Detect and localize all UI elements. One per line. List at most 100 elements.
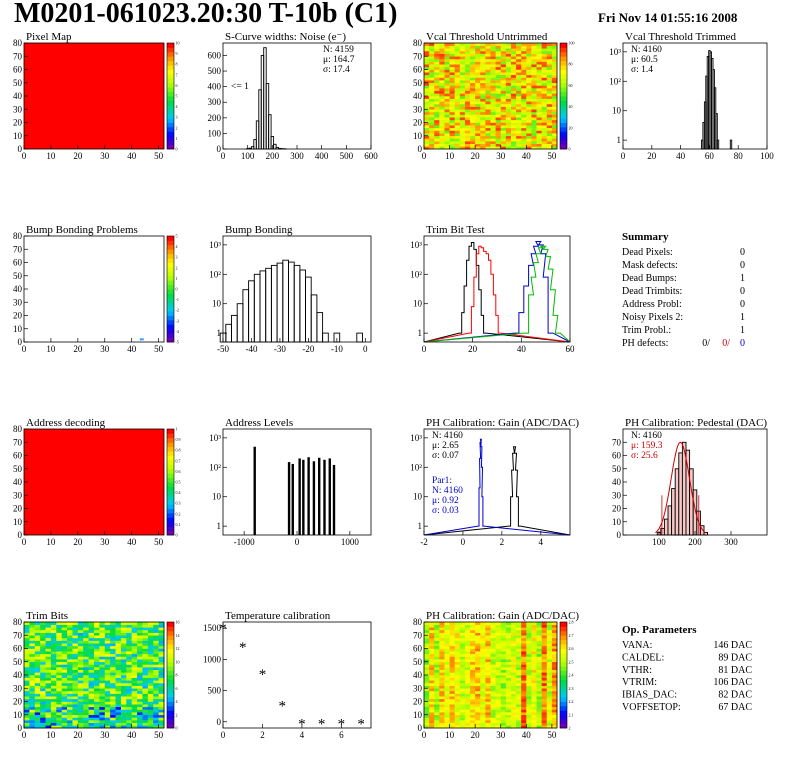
heatmap-cell [56, 725, 62, 729]
y-tick-label: 20 [413, 697, 423, 707]
heatmap-cell [88, 659, 95, 663]
heatmap-cell [94, 682, 100, 686]
heatmap-cell [485, 693, 491, 697]
heatmap-cell [480, 659, 486, 663]
heatmap-cell [531, 77, 537, 81]
heatmap-cell [464, 53, 471, 57]
heatmap-cell [99, 675, 106, 678]
colorbar-tick-label: 1 [176, 427, 178, 432]
heatmap-cell [551, 629, 558, 633]
heatmap-cell [475, 725, 481, 729]
heatmap-cell [153, 661, 159, 665]
heatmap-cell [536, 675, 542, 678]
heatmap-cell [541, 125, 548, 129]
heatmap-cell [434, 664, 440, 668]
colorbar-segment [167, 140, 174, 145]
heatmap-cell [94, 698, 100, 702]
heatmap-cell [541, 93, 548, 97]
heatmap-cell [546, 712, 553, 716]
heatmap-cell [67, 629, 73, 633]
y-tick-label: 40 [612, 477, 622, 487]
heatmap-cell [475, 114, 481, 118]
x-tick-label: 10 [46, 151, 56, 161]
heatmap-cell [77, 712, 84, 716]
heatmap-cell [439, 656, 445, 660]
heatmap-cell [72, 645, 79, 649]
heatmap-cell [153, 624, 159, 628]
heatmap-cell [541, 637, 548, 641]
heatmap-cell [541, 672, 548, 676]
colorbar-tick-label: 60 [569, 83, 573, 88]
heatmap-cell [541, 80, 548, 84]
heatmap-cell [475, 637, 481, 641]
heatmap-cell [510, 66, 517, 70]
heatmap-cell [429, 643, 435, 647]
heatmap-cell [459, 43, 466, 46]
heatmap-cell [475, 624, 481, 628]
heatmap-cell [464, 645, 471, 649]
heatmap-cell [24, 698, 30, 702]
colorbar-segment [167, 675, 174, 680]
heatmap-cell [541, 720, 548, 723]
heatmap-cell [444, 637, 450, 641]
heatmap-cell [110, 722, 116, 726]
histogram-bar [298, 458, 301, 536]
heatmap-cell [485, 669, 491, 673]
heatmap-cell [88, 714, 95, 718]
heatmap-cell [94, 661, 100, 665]
heatmap-cell [444, 685, 450, 689]
heatmap-cell [516, 622, 522, 625]
x-tick-label: 10 [46, 730, 56, 740]
heatmap-cell [61, 690, 68, 694]
heatmap-cell [531, 133, 537, 137]
heatmap-cell [541, 675, 548, 678]
heatmap-cell [147, 701, 154, 705]
heatmap-cell [56, 706, 62, 710]
heatmap-cell [439, 114, 445, 118]
heatmap-cell [516, 111, 522, 115]
heatmap-cell [444, 74, 450, 78]
heatmap-cell [429, 130, 435, 134]
heatmap-cell [531, 696, 537, 700]
heatmap-cell [24, 675, 30, 678]
heatmap-cell [444, 680, 450, 684]
y-tick-label: 0 [18, 144, 23, 154]
heatmap-cell [475, 135, 481, 139]
heatmap-cell [526, 72, 532, 76]
colorbar-frame [559, 621, 568, 729]
heatmap-cell [464, 90, 471, 94]
heatmap-cell [439, 96, 445, 99]
x-tick-label: 40 [127, 344, 137, 354]
heatmap-cell [45, 714, 52, 718]
heatmap-cell [480, 45, 486, 49]
heatmap-cell [67, 659, 73, 663]
heatmap-cell [434, 141, 440, 144]
heatmap-cell [439, 664, 445, 668]
heatmap-cell [505, 141, 512, 144]
heatmap-cell [24, 637, 30, 641]
heatmap-cell [546, 622, 553, 625]
heatmap-cell [77, 643, 84, 647]
y-tick-label: 50 [13, 78, 23, 88]
heatmap-cell [88, 701, 95, 705]
heatmap-cell [526, 114, 532, 118]
heatmap-cell [29, 661, 36, 665]
heatmap-cell [475, 77, 481, 81]
heatmap-cell [495, 135, 502, 139]
heatmap-cell [490, 624, 496, 628]
heatmap-cell [83, 627, 89, 631]
heatmap-cell [490, 722, 496, 726]
heatmap-cell [126, 659, 132, 663]
heatmap-cell [480, 111, 486, 115]
heatmap-cell [454, 122, 461, 126]
heatmap-cell [541, 135, 548, 139]
heatmap-cell [120, 675, 127, 678]
heatmap-cell [505, 648, 512, 652]
chart-title: Temperature calibration [225, 610, 331, 622]
heatmap-cell [429, 632, 435, 636]
heatmap-cell [541, 103, 548, 107]
colorbar-frame [166, 235, 175, 343]
heatmap-cell [120, 640, 127, 644]
heatmap-cell [439, 706, 445, 710]
heatmap-cell [510, 90, 517, 94]
